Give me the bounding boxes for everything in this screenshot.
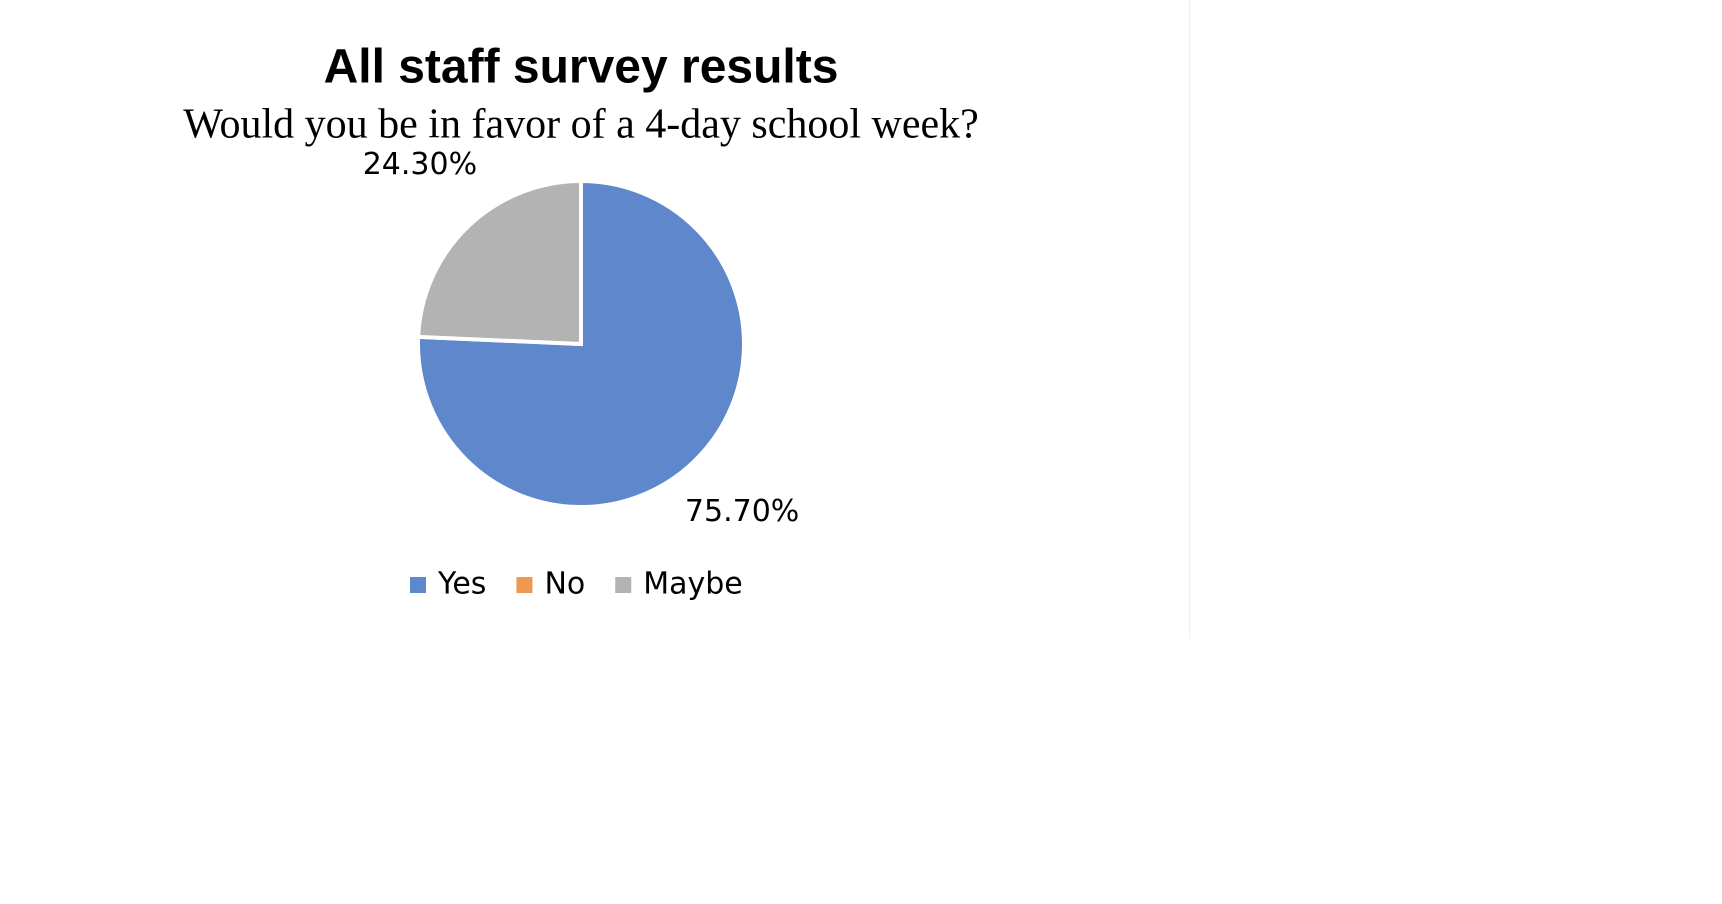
- pie-slice: [416, 178, 583, 347]
- legend-swatch: [410, 577, 426, 593]
- chart-title: All staff survey results: [324, 41, 839, 94]
- data-label: 75.70%: [685, 494, 799, 529]
- data-label: 24.30%: [363, 147, 477, 182]
- legend-swatch: [516, 577, 533, 593]
- legend-label: Yes: [437, 567, 486, 602]
- legend-label: No: [544, 567, 585, 602]
- legend-label: Maybe: [643, 567, 743, 602]
- chart-subtitle: Would you be in favor of a 4-day school …: [183, 102, 979, 148]
- legend-swatch: [615, 577, 632, 593]
